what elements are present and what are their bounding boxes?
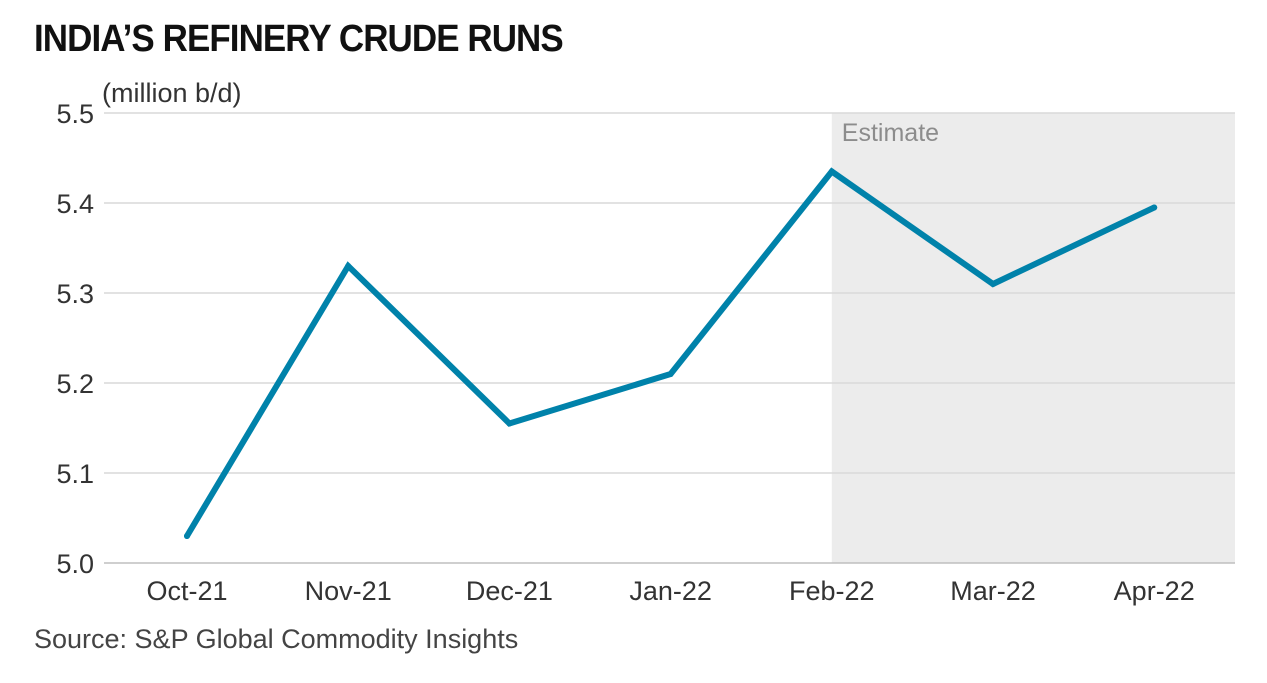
- y-tick-label: 5.5: [56, 99, 94, 129]
- data-point: [667, 371, 674, 377]
- y-tick-label: 5.0: [56, 549, 94, 579]
- estimate-region: [831, 113, 1235, 563]
- data-point: [1151, 204, 1158, 211]
- x-tick-label: Mar-22: [950, 576, 1036, 606]
- y-tick-label: 5.3: [56, 279, 94, 309]
- y-tick-label: 5.2: [56, 369, 94, 399]
- x-tick-label: Apr-22: [1114, 576, 1195, 606]
- x-tick-label: Nov-21: [305, 576, 392, 606]
- y-axis-unit-label: (million b/d): [102, 78, 242, 108]
- data-point: [990, 281, 996, 287]
- x-tick-label: Oct-21: [146, 576, 227, 606]
- data-point: [506, 420, 513, 427]
- y-tick-label: 5.1: [56, 459, 94, 489]
- estimate-label: Estimate: [842, 119, 939, 147]
- data-point: [828, 168, 835, 175]
- x-tick-label: Jan-22: [629, 576, 712, 606]
- x-tick-label: Dec-21: [466, 576, 553, 606]
- source-note: Source: S&P Global Commodity Insights: [34, 624, 519, 654]
- chart-title: INDIA’S REFINERY CRUDE RUNS: [34, 18, 564, 60]
- data-point: [345, 263, 352, 269]
- y-tick-label: 5.4: [56, 189, 94, 219]
- x-tick-label: Feb-22: [789, 576, 875, 606]
- data-point: [184, 533, 190, 539]
